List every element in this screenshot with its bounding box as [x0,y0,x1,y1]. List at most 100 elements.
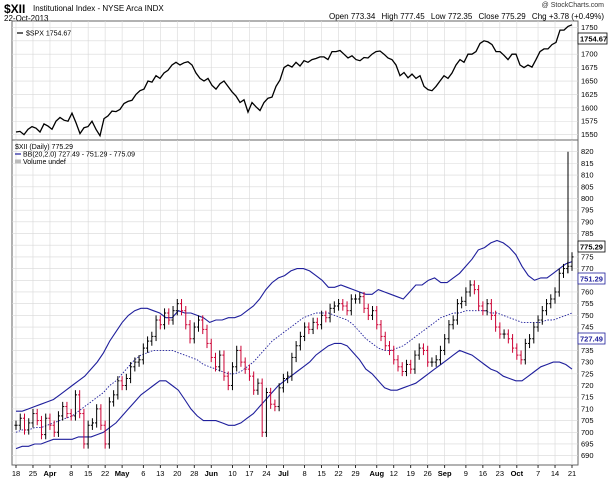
price-bar [116,376,120,400]
xii-y-tick-label: 775 [581,252,594,261]
instrument-name: Institutional Index - NYSE Arca INDX [33,4,164,13]
xii-y-tick-label: 790 [581,217,594,226]
price-bar [370,306,375,321]
price-bar [421,343,426,356]
close-value: 775.29 [501,12,526,21]
price-bar [307,322,311,335]
x-tick-label: 15 [317,469,325,478]
bollinger-bands [15,239,573,450]
price-bar [256,378,260,395]
price-bar [455,298,460,325]
price-bar [18,413,22,430]
bb-low-badge: 727.49 [577,332,606,345]
xii-y-tick-label: 710 [581,404,594,413]
price-bar [162,308,167,330]
price-bar [112,390,116,407]
price-bar [366,303,370,321]
price-bar [413,350,417,374]
price-bar [315,317,319,330]
price-bar [277,383,281,412]
price-bar [260,378,264,437]
x-tick-label: Apr [43,469,56,478]
price-bar [336,298,341,311]
chg-value: +3.78 (+0.49%) [548,12,604,21]
bb-middle-line [15,310,573,433]
quote-date: 22-Oct-2013 [4,14,49,23]
spx-line [15,24,573,138]
price-bar [358,291,362,304]
x-tick-label: 23 [496,469,504,478]
price-bar [171,306,175,325]
x-tick-label: 6 [141,469,145,478]
price-bar [489,298,493,321]
price-bar [196,315,201,332]
x-tick-label: 17 [245,469,253,478]
bb-lower-line [15,342,573,450]
xii-y-tick-label: 810 [581,171,594,180]
x-tick-label: 14 [551,469,559,478]
price-bar [404,359,409,377]
spx-series [15,24,573,138]
close-label: Close [478,12,499,21]
spx-badge-text: 1754.67 [580,35,607,44]
price-bar [396,355,400,372]
price-bar [417,343,421,360]
price-bar [52,420,56,437]
open-value: 773.34 [350,12,376,21]
xii-y-tick-label: 795 [581,206,594,215]
xii-y-tick-label: 815 [581,159,594,168]
price-bar [311,317,315,335]
price-bar [527,334,532,349]
price-bar [22,413,27,435]
spx-y-tick-label: 1675 [581,63,598,72]
x-tick-label: 7 [536,469,540,478]
xii-y-tick-label: 745 [581,323,594,332]
volume-legend-swatch [15,159,21,164]
price-bar [519,350,523,365]
xii-y-tick-label: 695 [581,439,594,448]
price-bar [400,362,404,377]
open-label: Open [329,12,349,21]
price-bar [392,345,396,365]
price-bar [383,331,387,351]
price-bar [120,376,124,391]
price-bar [451,315,455,330]
price-bar [362,291,366,314]
price-bar [460,296,464,309]
x-tick-label: 24 [262,469,270,478]
low-label: Low [430,12,446,21]
price-bar [175,298,179,316]
price-bar [536,315,540,332]
spx-panel[interactable]: 155015751600162516501675170017251750 $SP… [11,20,608,141]
price-bar [264,387,269,437]
spx-y-tick-label: 1575 [581,117,598,126]
price-bar [549,294,553,309]
xii-y-tick-label: 770 [581,264,594,273]
x-tick-label: May [115,469,130,478]
x-tick-label: 8 [69,469,73,478]
spx-y-tick-label: 1750 [581,23,598,32]
xii-last-value-badge: 775.29 [577,240,606,253]
low-value: 772.35 [447,12,473,21]
xii-y-tick-label: 735 [581,346,594,355]
brand-label[interactable]: @ StockCharts.com [541,2,604,9]
price-bar [218,350,222,372]
price-bar [226,371,230,391]
xii-panel[interactable]: 6906957007057107157207257307357407457507… [11,139,606,466]
price-bar [243,357,247,374]
spx-panel-frame [11,20,579,141]
price-bar [477,284,481,311]
spx-y-tick-label: 1625 [581,90,598,99]
price-bar [158,315,162,330]
price-bar [31,408,35,428]
price-bar [443,334,447,356]
spx-y-tick-label: 1600 [581,103,598,112]
spx-legend-text: $SPX 1754.67 [26,31,71,38]
bb-upper-line [16,239,573,412]
price-bar [298,331,302,351]
x-tick-label: 12 [390,469,398,478]
price-bar [107,397,111,449]
price-bar [201,315,205,335]
price-bar [61,401,65,421]
